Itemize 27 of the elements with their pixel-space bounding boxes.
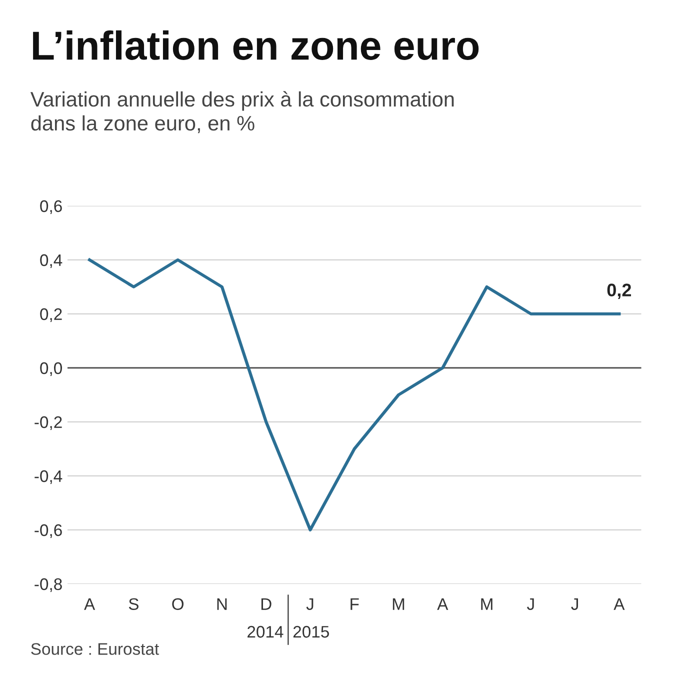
y-tick-label: -0,4 bbox=[34, 470, 62, 484]
x-tick-label: S bbox=[128, 598, 138, 610]
x-tick-label: A bbox=[84, 598, 96, 610]
y-tick-label: -0,6 bbox=[34, 524, 62, 538]
x-tick-label: N bbox=[217, 598, 227, 610]
x-tick-label: A bbox=[614, 598, 625, 610]
data-label: 0,2 bbox=[607, 284, 632, 300]
x-tick-label: D bbox=[261, 598, 272, 610]
x-tick-label: M bbox=[481, 598, 492, 610]
x-tick-label: F bbox=[350, 598, 359, 610]
y-tick-label: -0,8 bbox=[34, 578, 62, 592]
text: 2014 bbox=[248, 626, 284, 638]
x-tick-label: J bbox=[571, 598, 578, 610]
y-tick-label: 0,6 bbox=[40, 200, 62, 214]
source-note: Source : Eurostat bbox=[31, 643, 160, 655]
y-tick-label: 0,2 bbox=[40, 308, 62, 322]
x-tick-label: A bbox=[437, 598, 448, 610]
y-tick-label: -0,2 bbox=[34, 416, 62, 430]
chart-subtitle: Variation annuelle des prix à la consommation dans la zone euro, en % bbox=[30, 91, 454, 134]
x-tick-label: J bbox=[527, 598, 534, 610]
y-tick-label: 0,0 bbox=[40, 362, 62, 376]
chart-title: L’inflation en zone euro bbox=[33, 30, 479, 60]
x-tick-label: J bbox=[306, 598, 314, 610]
text: 2015 bbox=[293, 626, 329, 638]
x-tick-label: O bbox=[172, 598, 184, 610]
x-tick-label: M bbox=[392, 598, 404, 610]
y-tick-label: 0,4 bbox=[40, 254, 62, 268]
